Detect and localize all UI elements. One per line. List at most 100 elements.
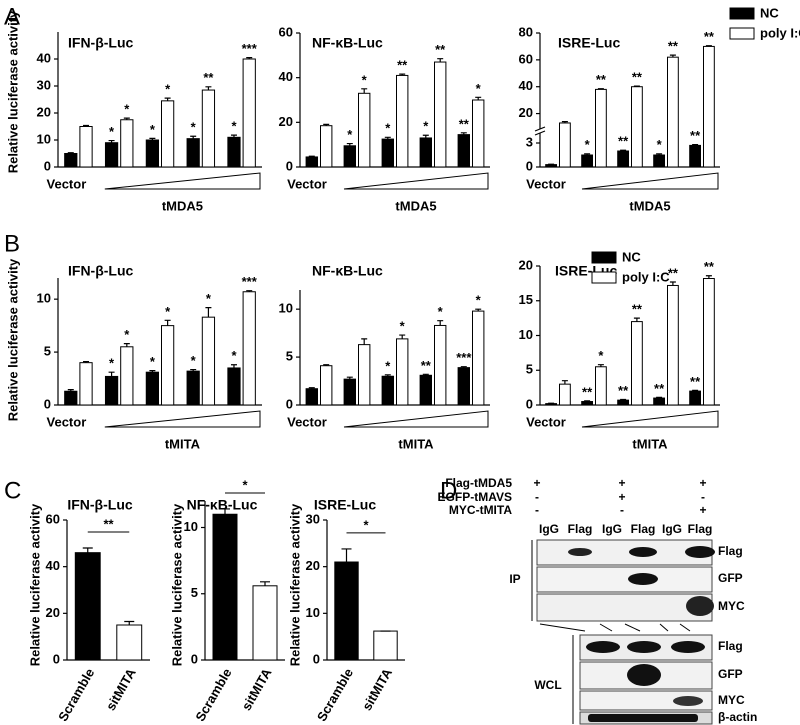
error-bar xyxy=(475,308,482,312)
y-tick-label: 60 xyxy=(279,24,293,39)
y-tick-label: 5 xyxy=(286,349,293,364)
blot-strip xyxy=(536,539,713,566)
y-tick-label: 5 xyxy=(44,344,51,359)
significance: * xyxy=(231,119,237,134)
bar xyxy=(201,316,216,406)
western-blot: Flag-tMDA5 + + + EGFP-tMAVS - + - MYC-tM… xyxy=(438,476,757,725)
blot-strip xyxy=(536,593,713,622)
error-bar xyxy=(341,548,352,562)
band xyxy=(627,641,661,653)
error-bar xyxy=(705,45,712,47)
blot-sign: - xyxy=(620,503,624,517)
significance: ** xyxy=(435,42,446,57)
significance: * xyxy=(242,477,248,492)
significance: ** xyxy=(632,69,643,84)
significance: * xyxy=(385,121,391,136)
bar xyxy=(343,145,357,168)
legend-swatch xyxy=(729,7,755,20)
error-bar xyxy=(246,57,253,59)
error-bar xyxy=(346,376,353,380)
bar xyxy=(581,401,594,406)
bar xyxy=(381,138,395,168)
y-tick-label: 20 xyxy=(519,105,533,120)
legend-label: poly I:C xyxy=(622,269,670,284)
blot-row-label: MYC-tMITA xyxy=(449,503,512,517)
y-tick-label: 10 xyxy=(37,291,51,306)
bar xyxy=(186,370,200,406)
bar xyxy=(653,397,666,406)
y-axis-label: Relative luciferase activity xyxy=(5,10,20,173)
y-tick-label: 0 xyxy=(286,396,293,411)
bar xyxy=(79,362,93,406)
bar xyxy=(667,284,679,406)
error-bar xyxy=(475,96,482,100)
error-bar xyxy=(633,85,640,87)
bar xyxy=(617,150,630,168)
significance: * xyxy=(362,72,368,87)
y-tick-label: 60 xyxy=(46,511,60,526)
legend-swatch xyxy=(591,251,617,264)
chart-title: IFN-β-Luc xyxy=(68,35,134,51)
significance: ** xyxy=(704,29,715,44)
chart-title: ISRE-Luc xyxy=(314,497,376,513)
band xyxy=(628,573,658,585)
error-bar xyxy=(361,88,368,94)
error-bar xyxy=(656,153,663,155)
bar xyxy=(186,138,200,168)
band-label: MYC xyxy=(718,599,745,613)
significance: ** xyxy=(654,381,665,396)
bar xyxy=(305,388,319,406)
significance: ** xyxy=(704,259,715,274)
y-tick-label: 0 xyxy=(191,651,198,666)
significance: ** xyxy=(618,134,629,149)
error-bar xyxy=(124,620,135,625)
y-tick-label: 0 xyxy=(44,158,51,173)
bar xyxy=(381,375,395,406)
significance: ** xyxy=(618,383,629,398)
blot-sign: + xyxy=(618,476,625,490)
error-bar xyxy=(692,144,699,146)
legend-label: NC xyxy=(760,5,779,20)
significance: ** xyxy=(582,384,593,399)
blot-strip xyxy=(579,690,713,711)
significance: *** xyxy=(242,41,258,56)
significance: * xyxy=(476,81,482,96)
blot-row-label: Flag-tMDA5 xyxy=(445,476,512,490)
legend-label: NC xyxy=(622,249,641,264)
error-bar xyxy=(384,374,391,377)
bar xyxy=(320,125,333,168)
blot-sign: + xyxy=(533,476,540,490)
chart-title: IFN-β-Luc xyxy=(67,497,133,513)
bar xyxy=(595,88,607,168)
significance: * xyxy=(191,120,197,135)
bar xyxy=(667,56,679,168)
error-bar xyxy=(108,371,115,377)
error-bar xyxy=(437,58,444,63)
error-bar xyxy=(308,387,315,389)
error-bar xyxy=(669,281,676,286)
bar xyxy=(373,630,398,661)
x-tick-label: sitMITA xyxy=(239,665,275,713)
significance: * xyxy=(165,82,171,97)
band xyxy=(671,641,705,653)
bar xyxy=(631,321,643,406)
band-label: GFP xyxy=(718,571,743,585)
significance: * xyxy=(363,517,369,532)
bar xyxy=(145,139,159,168)
band xyxy=(568,548,592,556)
significance: * xyxy=(400,318,406,333)
error-bar xyxy=(149,137,156,140)
bar xyxy=(419,374,433,406)
y-tick-label: 0 xyxy=(526,158,533,173)
chart-title: NF-κB-Luc xyxy=(312,263,383,279)
error-bar xyxy=(205,307,212,318)
bar xyxy=(201,89,216,168)
x-tick-label: Vector xyxy=(526,176,566,191)
blot-strip xyxy=(536,566,713,593)
error-bar xyxy=(205,86,212,91)
y-tick-label: 40 xyxy=(279,69,293,84)
significance: *** xyxy=(456,350,472,365)
y-tick-label: 10 xyxy=(306,605,320,620)
dose-triangle xyxy=(343,172,489,190)
bar xyxy=(252,585,278,661)
